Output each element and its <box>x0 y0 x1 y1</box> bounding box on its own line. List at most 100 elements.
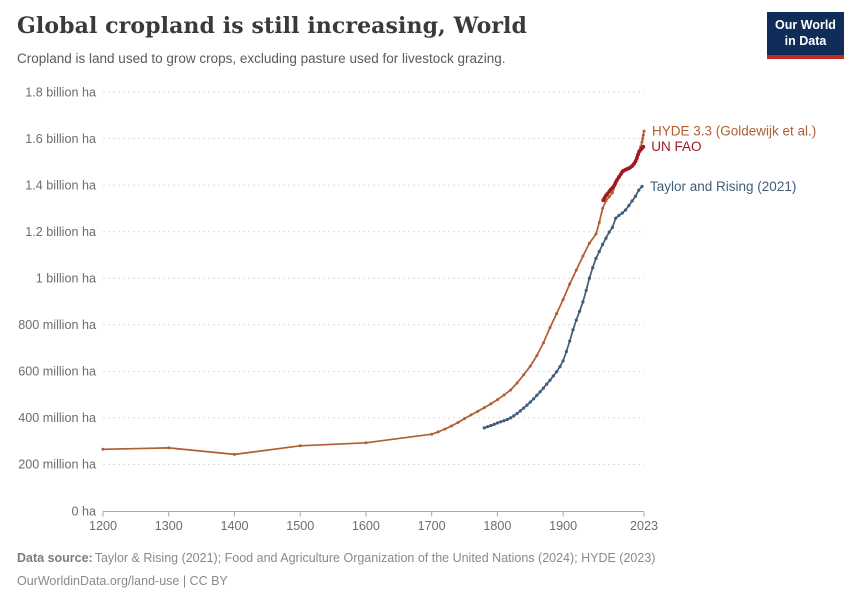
series-point-taylor-and-rising-2021[interactable] <box>545 382 549 386</box>
series-point-taylor-and-rising-2021[interactable] <box>538 390 542 394</box>
series-point-hyde-3-3-goldewijk-et-al[interactable] <box>489 402 493 406</box>
series-point-taylor-and-rising-2021[interactable] <box>518 409 523 413</box>
series-point-hyde-3-3-goldewijk-et-al[interactable] <box>449 424 453 428</box>
series-point-hyde-3-3-goldewijk-et-al[interactable] <box>101 447 105 451</box>
series-point-hyde-3-3-goldewijk-et-al[interactable] <box>601 206 605 210</box>
series-point-hyde-3-3-goldewijk-et-al[interactable] <box>640 140 644 144</box>
series-point-taylor-and-rising-2021[interactable] <box>482 426 486 430</box>
series-point-hyde-3-3-goldewijk-et-al[interactable] <box>167 446 171 450</box>
series-point-hyde-3-3-goldewijk-et-al[interactable] <box>548 326 552 330</box>
series-point-taylor-and-rising-2021[interactable] <box>584 288 588 292</box>
series-point-taylor-and-rising-2021[interactable] <box>587 276 592 280</box>
series-point-taylor-and-rising-2021[interactable] <box>532 397 536 401</box>
series-point-hyde-3-3-goldewijk-et-al[interactable] <box>298 444 302 448</box>
series-point-hyde-3-3-goldewijk-et-al[interactable] <box>233 452 236 456</box>
series-point-taylor-and-rising-2021[interactable] <box>525 403 529 407</box>
series-point-taylor-and-rising-2021[interactable] <box>571 328 575 332</box>
series-point-un-fao[interactable] <box>617 175 621 179</box>
series-point-taylor-and-rising-2021[interactable] <box>637 188 641 192</box>
series-point-hyde-3-3-goldewijk-et-al[interactable] <box>642 129 646 133</box>
series-point-hyde-3-3-goldewijk-et-al[interactable] <box>604 199 608 203</box>
series-point-hyde-3-3-goldewijk-et-al[interactable] <box>555 312 559 316</box>
series-point-taylor-and-rising-2021[interactable] <box>486 425 490 429</box>
series-point-un-fao[interactable] <box>633 159 638 164</box>
series-point-taylor-and-rising-2021[interactable] <box>624 208 628 212</box>
series-label-taylor-and-rising-2021[interactable]: Taylor and Rising (2021) <box>650 179 796 194</box>
series-point-un-fao[interactable] <box>615 178 619 182</box>
series-point-taylor-and-rising-2021[interactable] <box>522 406 526 410</box>
series-point-hyde-3-3-goldewijk-et-al[interactable] <box>469 413 473 417</box>
series-point-taylor-and-rising-2021[interactable] <box>499 420 503 424</box>
series-point-hyde-3-3-goldewijk-et-al[interactable] <box>587 241 591 245</box>
series-point-taylor-and-rising-2021[interactable] <box>614 216 618 220</box>
series-point-taylor-and-rising-2021[interactable] <box>502 419 506 423</box>
series-point-taylor-and-rising-2021[interactable] <box>492 422 496 426</box>
series-point-taylor-and-rising-2021[interactable] <box>564 349 569 354</box>
series-point-taylor-and-rising-2021[interactable] <box>620 211 624 215</box>
series-point-taylor-and-rising-2021[interactable] <box>555 370 559 374</box>
series-point-taylor-and-rising-2021[interactable] <box>591 266 595 270</box>
series-point-hyde-3-3-goldewijk-et-al[interactable] <box>597 220 601 224</box>
series-point-un-fao[interactable] <box>636 152 640 157</box>
series-point-taylor-and-rising-2021[interactable] <box>640 184 644 189</box>
series-point-taylor-and-rising-2021[interactable] <box>568 339 572 343</box>
series-point-hyde-3-3-goldewijk-et-al[interactable] <box>430 432 434 436</box>
series-point-hyde-3-3-goldewijk-et-al[interactable] <box>568 282 572 286</box>
series-point-hyde-3-3-goldewijk-et-al[interactable] <box>541 341 545 345</box>
series-point-taylor-and-rising-2021[interactable] <box>528 400 532 404</box>
series-point-hyde-3-3-goldewijk-et-al[interactable] <box>607 195 611 199</box>
series-point-taylor-and-rising-2021[interactable] <box>601 242 605 247</box>
series-point-taylor-and-rising-2021[interactable] <box>607 230 611 234</box>
series-point-taylor-and-rising-2021[interactable] <box>617 213 621 217</box>
series-point-hyde-3-3-goldewijk-et-al[interactable] <box>436 430 440 434</box>
series-point-taylor-and-rising-2021[interactable] <box>578 309 582 313</box>
series-point-hyde-3-3-goldewijk-et-al[interactable] <box>509 388 513 392</box>
series-point-taylor-and-rising-2021[interactable] <box>505 417 509 422</box>
series-point-hyde-3-3-goldewijk-et-al[interactable] <box>456 421 460 424</box>
series-point-taylor-and-rising-2021[interactable] <box>489 424 493 428</box>
series-point-un-fao[interactable] <box>634 156 639 161</box>
series-point-taylor-and-rising-2021[interactable] <box>558 365 562 369</box>
series-point-taylor-and-rising-2021[interactable] <box>535 393 539 397</box>
series-point-taylor-and-rising-2021[interactable] <box>561 359 565 363</box>
series-point-hyde-3-3-goldewijk-et-al[interactable] <box>476 409 480 413</box>
series-point-taylor-and-rising-2021[interactable] <box>548 378 552 382</box>
series-point-hyde-3-3-goldewijk-et-al[interactable] <box>581 254 585 258</box>
series-label-un-fao[interactable]: UN FAO <box>651 139 701 154</box>
series-point-taylor-and-rising-2021[interactable] <box>633 194 638 198</box>
series-point-taylor-and-rising-2021[interactable] <box>495 421 499 425</box>
series-point-hyde-3-3-goldewijk-et-al[interactable] <box>535 354 539 357</box>
series-point-un-fao[interactable] <box>610 186 615 190</box>
series-point-taylor-and-rising-2021[interactable] <box>515 411 519 416</box>
series-point-hyde-3-3-goldewijk-et-al[interactable] <box>574 268 578 272</box>
series-point-hyde-3-3-goldewijk-et-al[interactable] <box>502 393 506 397</box>
series-point-hyde-3-3-goldewijk-et-al[interactable] <box>522 373 526 377</box>
license-line[interactable]: OurWorldinData.org/land-use | CC BY <box>17 573 228 588</box>
series-label-hyde-3-3-goldewijk-et-al[interactable]: HYDE 3.3 (Goldewijk et al.) <box>652 124 816 139</box>
series-point-taylor-and-rising-2021[interactable] <box>581 300 585 304</box>
series-point-taylor-and-rising-2021[interactable] <box>604 236 608 240</box>
series-point-hyde-3-3-goldewijk-et-al[interactable] <box>515 381 519 385</box>
series-point-hyde-3-3-goldewijk-et-al[interactable] <box>528 364 532 368</box>
series-point-hyde-3-3-goldewijk-et-al[interactable] <box>641 137 645 141</box>
series-point-taylor-and-rising-2021[interactable] <box>551 374 555 378</box>
series-point-hyde-3-3-goldewijk-et-al[interactable] <box>482 406 486 410</box>
series-point-taylor-and-rising-2021[interactable] <box>594 256 598 260</box>
series-point-taylor-and-rising-2021[interactable] <box>509 416 513 420</box>
series-point-hyde-3-3-goldewijk-et-al[interactable] <box>561 298 565 302</box>
series-point-un-fao[interactable] <box>641 144 646 149</box>
series-point-hyde-3-3-goldewijk-et-al[interactable] <box>443 427 447 431</box>
series-point-taylor-and-rising-2021[interactable] <box>597 249 601 254</box>
series-point-taylor-and-rising-2021[interactable] <box>610 225 615 230</box>
series-point-taylor-and-rising-2021[interactable] <box>574 318 578 322</box>
series-point-hyde-3-3-goldewijk-et-al[interactable] <box>463 417 466 421</box>
series-point-hyde-3-3-goldewijk-et-al[interactable] <box>641 133 645 137</box>
series-point-taylor-and-rising-2021[interactable] <box>627 204 631 208</box>
series-point-taylor-and-rising-2021[interactable] <box>630 199 634 203</box>
series-point-hyde-3-3-goldewijk-et-al[interactable] <box>495 398 499 402</box>
owid-logo[interactable]: Our World in Data <box>767 12 844 59</box>
series-point-hyde-3-3-goldewijk-et-al[interactable] <box>364 441 368 445</box>
series-point-taylor-and-rising-2021[interactable] <box>512 414 516 418</box>
series-point-taylor-and-rising-2021[interactable] <box>541 386 546 390</box>
series-point-hyde-3-3-goldewijk-et-al[interactable] <box>594 232 598 236</box>
